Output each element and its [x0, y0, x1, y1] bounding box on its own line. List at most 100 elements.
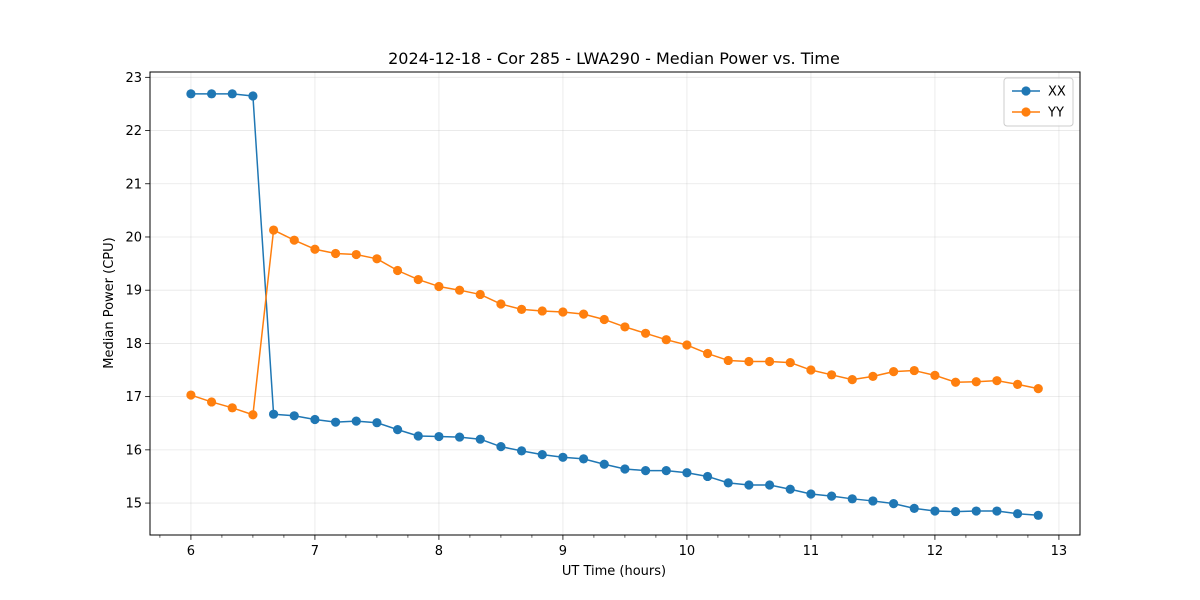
- data-point-xx: [392, 425, 403, 435]
- data-point-yy: [206, 397, 217, 407]
- data-point-yy: [351, 249, 361, 260]
- data-point-yy: [909, 365, 919, 376]
- data-point-xx: [578, 454, 589, 464]
- data-point-xx: [268, 409, 279, 419]
- data-point-yy: [826, 370, 837, 380]
- data-point-yy: [268, 225, 279, 235]
- series-line-xx: [190, 93, 1039, 517]
- data-point-xx: [434, 431, 444, 442]
- data-point-yy: [310, 244, 320, 254]
- data-point-xx: [640, 466, 651, 476]
- data-point-yy: [434, 281, 444, 292]
- data-point-xx: [620, 464, 630, 474]
- x-tick-label: 13: [1051, 544, 1068, 559]
- y-axis-label: Median Power (CPU): [102, 237, 117, 368]
- data-point-yy: [682, 340, 692, 350]
- legend-label-yy: YY: [1047, 106, 1064, 121]
- data-point-xx: [744, 480, 754, 490]
- data-point-yy: [248, 410, 258, 420]
- y-axis-ticks: 15 16 17 18 19 20 21 22 23: [125, 71, 150, 512]
- data-point-yy: [496, 299, 506, 309]
- data-point-yy: [392, 265, 403, 276]
- data-point-xx: [764, 480, 775, 490]
- data-point-xx: [992, 506, 1002, 516]
- data-point-yy: [744, 356, 754, 367]
- data-point-xx: [227, 89, 237, 99]
- grid-lines: [150, 72, 1080, 535]
- data-point-xx: [558, 452, 568, 462]
- legend: XX YY: [1003, 77, 1074, 127]
- data-point-yy: [785, 357, 795, 368]
- data-point-yy: [888, 367, 899, 377]
- data-point-yy: [806, 365, 816, 375]
- data-point-xx: [661, 466, 671, 476]
- x-tick-label: 6: [187, 544, 195, 559]
- y-tick-label: 20: [125, 230, 142, 245]
- x-tick-label: 9: [559, 544, 567, 559]
- data-point-yy: [764, 356, 775, 367]
- data-point-yy: [1033, 384, 1043, 394]
- data-point-yy: [186, 390, 196, 400]
- data-point-xx: [289, 411, 299, 421]
- data-point-xx: [682, 468, 692, 478]
- y-tick-label: 22: [125, 124, 142, 139]
- data-point-yy: [661, 335, 671, 345]
- data-point-xx: [702, 471, 713, 482]
- data-point-xx: [475, 434, 485, 444]
- data-point-xx: [971, 506, 981, 516]
- data-point-yy: [475, 289, 485, 300]
- data-point-xx: [868, 496, 878, 506]
- data-point-xx: [599, 459, 609, 469]
- data-point-xx: [826, 491, 837, 501]
- data-point-xx: [186, 89, 196, 99]
- data-point-xx: [248, 91, 258, 101]
- data-point-xx: [206, 89, 217, 99]
- y-tick-label: 23: [125, 71, 142, 86]
- y-tick-label: 18: [125, 337, 142, 352]
- y-tick-label: 15: [125, 497, 142, 512]
- data-point-yy: [454, 285, 465, 295]
- data-point-yy: [516, 304, 527, 314]
- legend-frame: [1003, 77, 1074, 127]
- data-point-yy: [227, 403, 237, 413]
- y-tick-label: 16: [125, 443, 142, 458]
- plot-frame: [149, 71, 1081, 536]
- data-point-yy: [372, 254, 382, 264]
- x-tick-label: 8: [435, 544, 443, 559]
- data-point-yy: [330, 248, 341, 259]
- data-point-yy: [558, 307, 568, 317]
- series-xx: [186, 89, 1043, 520]
- data-point-yy: [847, 375, 857, 385]
- data-point-xx: [372, 418, 382, 428]
- x-tick-label: 11: [803, 544, 820, 559]
- x-axis-ticks: 6 7 8 9 10 11 12 13: [159, 535, 1068, 559]
- data-point-yy: [868, 371, 878, 382]
- data-point-xx: [723, 478, 733, 488]
- x-axis-label: UT Time (hours): [562, 564, 666, 579]
- data-point-yy: [992, 376, 1002, 386]
- data-point-xx: [1012, 509, 1023, 519]
- x-tick-label: 7: [311, 544, 319, 559]
- data-point-xx: [785, 484, 795, 494]
- data-point-yy: [723, 355, 733, 366]
- data-point-xx: [330, 417, 341, 427]
- series-yy: [186, 225, 1043, 420]
- legend-marker-yy: [1021, 107, 1031, 117]
- data-point-xx: [310, 414, 320, 425]
- chart-title: 2024-12-18 - Cor 285 - LWA290 - Median P…: [388, 49, 840, 68]
- data-point-yy: [537, 306, 547, 316]
- data-point-xx: [537, 450, 547, 460]
- data-point-yy: [289, 235, 299, 245]
- x-tick-label: 12: [927, 544, 944, 559]
- data-point-xx: [413, 431, 423, 441]
- x-tick-label: 10: [679, 544, 696, 559]
- data-point-xx: [806, 489, 816, 499]
- data-point-yy: [950, 377, 961, 387]
- data-point-xx: [496, 442, 506, 452]
- data-point-xx: [909, 503, 919, 513]
- y-tick-label: 21: [125, 177, 142, 192]
- data-point-xx: [930, 506, 940, 516]
- data-point-yy: [620, 322, 630, 332]
- data-point-yy: [599, 314, 609, 325]
- data-point-yy: [930, 370, 940, 380]
